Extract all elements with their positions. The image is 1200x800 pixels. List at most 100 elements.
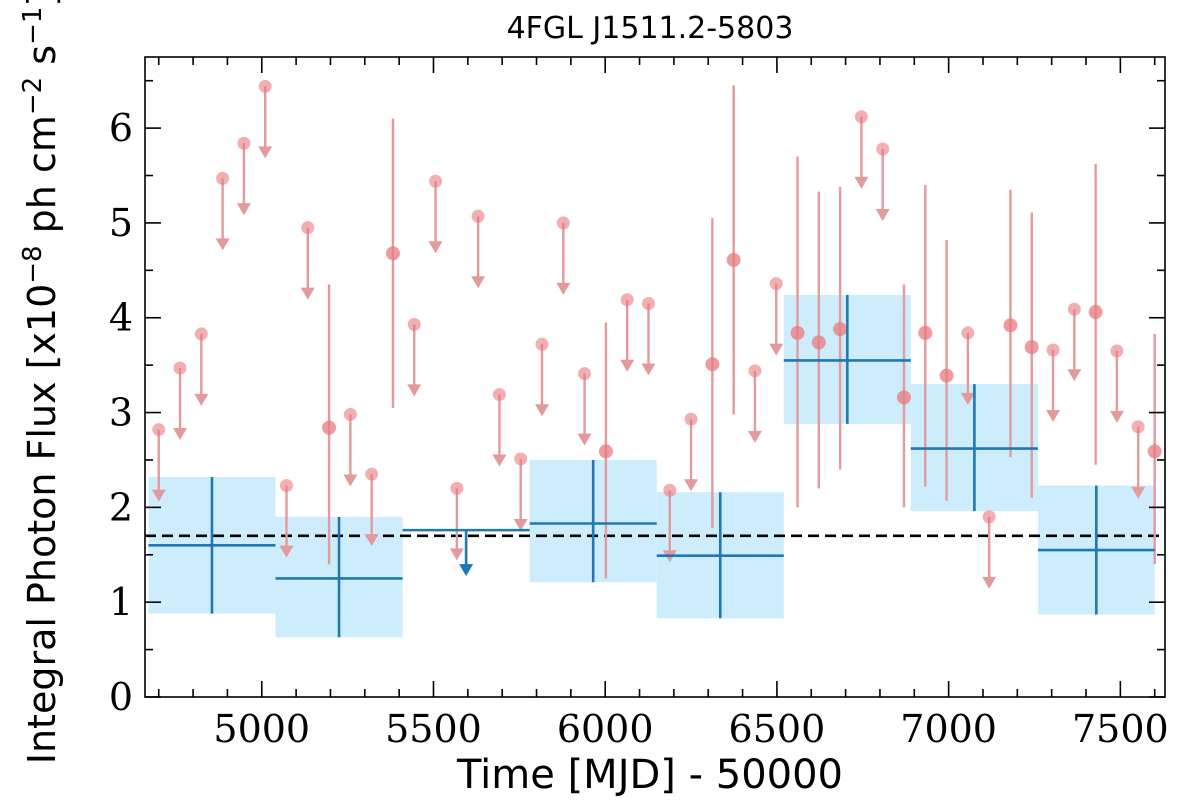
fine-ul-marker-34: [876, 142, 890, 156]
fine-ul-marker-33: [854, 110, 868, 124]
y-label-text: Integral Photon Flux [x10: [20, 284, 64, 765]
fine-ul-arrow-33: [854, 176, 869, 189]
fine-marker-41: [1024, 340, 1039, 355]
fine-ul-marker-9: [343, 407, 357, 421]
fine-ul-marker-24: [663, 483, 677, 497]
fine-point-4: [236, 136, 251, 216]
fine-ul-arrow-15: [471, 276, 486, 289]
fine-marker-40: [1003, 318, 1018, 333]
fine-marker-27: [726, 252, 741, 267]
fine-point-21: [598, 322, 613, 579]
fine-point-40: [1003, 189, 1018, 458]
x-tick-label: 5500: [385, 707, 482, 751]
fine-ul-arrow-10: [364, 534, 379, 547]
fine-ul-arrow-17: [513, 519, 528, 532]
fine-point-29: [769, 277, 784, 356]
fine-point-26: [705, 218, 720, 529]
fine-ul-marker-3: [216, 171, 230, 185]
y-tick-label: 0: [109, 675, 133, 719]
fine-ul-marker-10: [365, 467, 379, 481]
fine-point-14: [449, 481, 464, 561]
fine-point-31: [811, 191, 826, 489]
fine-point-38: [960, 326, 975, 405]
fine-marker-35: [896, 390, 911, 405]
fine-ul-arrow-16: [492, 454, 507, 467]
fine-ul-marker-19: [556, 216, 570, 230]
fine-ul-arrow-9: [343, 474, 358, 487]
fine-point-27: [726, 85, 741, 415]
fine-point-44: [1088, 164, 1103, 465]
fine-point-43: [1067, 302, 1082, 382]
fine-point-33: [854, 110, 869, 189]
fine-ul-arrow-34: [875, 208, 890, 221]
coarse-bin-0: [148, 477, 276, 614]
coarse-bin-7: [1037, 485, 1155, 615]
fine-point-16: [492, 388, 507, 467]
fine-ul-arrow-46: [1131, 486, 1146, 499]
fine-ul-arrow-39: [982, 576, 997, 589]
fine-point-1: [173, 361, 188, 440]
fine-ul-arrow-22: [620, 359, 635, 372]
fine-marker-31: [811, 335, 826, 350]
fine-point-17: [513, 452, 528, 532]
fine-ul-marker-0: [152, 423, 166, 437]
y-label-exponent: −2: [18, 77, 48, 115]
fine-ul-arrow-23: [641, 363, 656, 376]
y-tick-label: 1: [109, 580, 133, 624]
fine-point-9: [343, 407, 358, 487]
fine-ul-marker-15: [471, 209, 485, 223]
coarse-bin-4: [656, 492, 784, 619]
fine-ul-marker-7: [301, 221, 315, 235]
fine-ul-marker-16: [492, 388, 506, 402]
y-tick-label: 3: [109, 391, 133, 435]
coarse-bin-3: [529, 459, 657, 583]
fine-ul-arrow-2: [194, 393, 209, 406]
fine-ul-arrow-20: [577, 433, 592, 446]
y-label-text: ph cm: [20, 115, 64, 245]
x-tick-label: 7500: [1072, 707, 1169, 751]
coarse-bin-markers: [148, 294, 1155, 638]
fine-ul-marker-22: [620, 293, 634, 307]
fine-point-23: [641, 297, 656, 376]
fine-point-42: [1046, 343, 1061, 422]
fine-ul-marker-23: [641, 297, 655, 311]
fine-point-12: [407, 317, 422, 397]
fine-point-39: [982, 510, 997, 589]
fine-marker-47: [1147, 444, 1162, 459]
fine-ul-marker-5: [258, 79, 272, 93]
fine-point-46: [1131, 420, 1146, 499]
fine-ul-arrow-25: [684, 479, 699, 492]
x-tick-label: 6000: [557, 707, 654, 751]
fine-ul-marker-42: [1046, 343, 1060, 357]
fine-marker-8: [322, 420, 337, 435]
fine-ul-marker-2: [194, 327, 208, 341]
fine-ul-marker-20: [578, 367, 592, 381]
fine-ul-arrow-38: [960, 392, 975, 405]
coarse-bin-6: [910, 384, 1038, 512]
fine-ul-arrow-42: [1046, 409, 1061, 422]
x-tick-label: 6500: [729, 707, 826, 751]
fine-marker-44: [1088, 305, 1103, 320]
fine-ul-marker-4: [237, 136, 251, 150]
fine-ul-arrow-5: [258, 146, 273, 159]
fine-point-10: [364, 467, 379, 547]
chart-title: 4FGL J1511.2-5803: [507, 11, 794, 46]
fine-point-5: [258, 79, 273, 159]
fine-point-8: [322, 284, 337, 565]
y-tick-label: 5: [109, 201, 133, 245]
fine-ul-arrow-3: [215, 238, 230, 251]
y-label-exponent: −1: [18, 7, 48, 45]
fine-ul-arrow-12: [407, 384, 422, 397]
y-tick-label: 4: [109, 296, 133, 340]
fine-point-15: [471, 209, 486, 289]
fine-bin-points: [151, 79, 1162, 589]
fine-point-36: [918, 185, 933, 487]
fine-ul-arrow-0: [151, 489, 166, 502]
fine-ul-marker-18: [535, 337, 549, 351]
fine-ul-marker-13: [429, 174, 443, 188]
fine-point-19: [556, 216, 571, 295]
fine-point-18: [535, 337, 550, 417]
fine-point-13: [428, 174, 443, 254]
fine-ul-marker-39: [982, 510, 996, 524]
fine-point-30: [790, 156, 805, 508]
